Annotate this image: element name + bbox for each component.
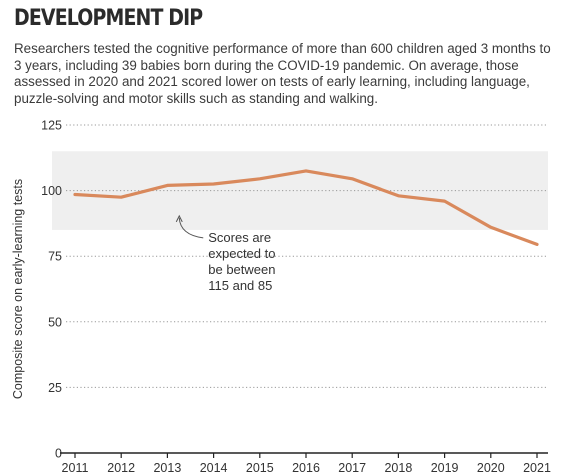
x-tick-label: 2014 — [200, 461, 228, 475]
x-tick-label: 2016 — [292, 461, 320, 475]
score-series-line — [73, 169, 539, 246]
x-tick-label: 2015 — [246, 461, 274, 475]
y-tick-label: 25 — [48, 381, 62, 395]
annotation-line: be between — [208, 262, 275, 277]
x-axis-ticks: 2011 2012 2013 2014 2015 2016 2017 2018 2019 2020… — [62, 453, 551, 475]
x-tick-label: 2020 — [477, 461, 505, 475]
x-tick-label: 2012 — [107, 461, 135, 475]
annotation-line: Scores are — [208, 230, 271, 245]
x-tick-label: 2018 — [384, 461, 412, 475]
x-tick-label: 2021 — [523, 461, 551, 475]
y-axis-label: Composite score on early-learning tests — [11, 179, 25, 399]
y-tick-label: 0 — [55, 447, 62, 461]
chart-subtitle: Researchers tested the cognitive perform… — [14, 41, 551, 106]
annotation-line: expected to — [208, 246, 275, 261]
y-tick-label: 100 — [41, 184, 62, 198]
y-tick-label: 75 — [48, 250, 62, 264]
annotation-line: 115 and 85 — [208, 278, 272, 293]
y-tick-label: 50 — [48, 315, 62, 329]
y-axis-ticks: 0 25 50 75 100 125 — [41, 119, 62, 461]
annotation-arrow — [178, 217, 204, 239]
annotation-arrowhead — [175, 214, 183, 223]
y-tick-label: 125 — [41, 119, 62, 133]
chart-title: DEVELOPMENT DIP — [14, 6, 203, 31]
x-tick-label: 2017 — [338, 461, 366, 475]
x-tick-label: 2019 — [431, 461, 459, 475]
x-tick-label: 2011 — [62, 461, 89, 475]
annotation-text: Scores are expected to be between 115 and 8… — [208, 230, 275, 293]
x-tick-label: 2013 — [153, 461, 181, 475]
